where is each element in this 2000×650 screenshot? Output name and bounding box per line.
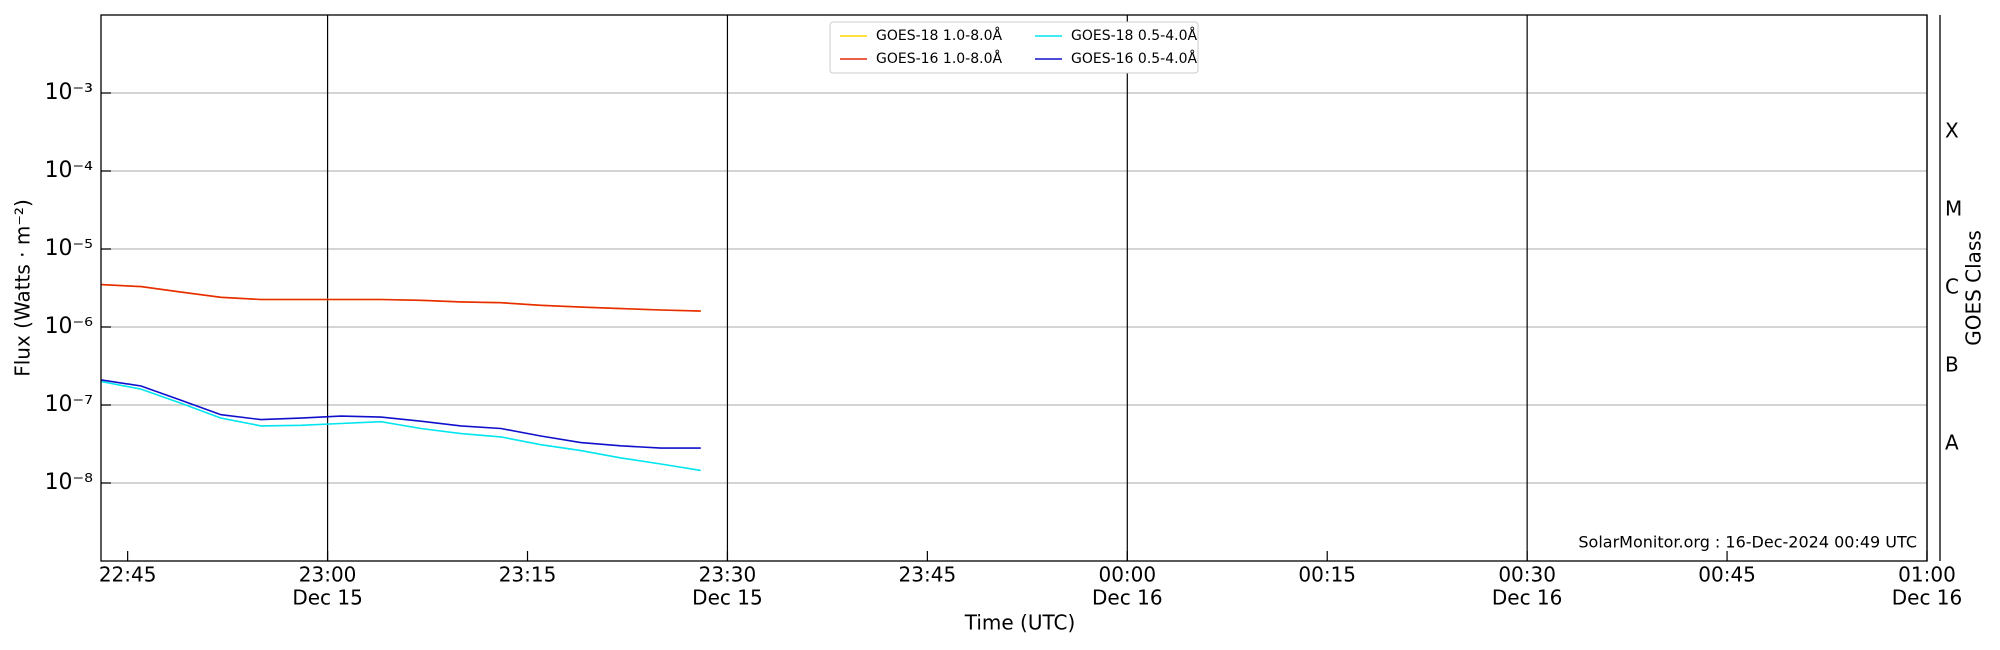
legend-box [829,21,1199,74]
legend: GOES-18 1.0-8.0Å GOES-16 1.0-8.0Å GOES-18 … [829,21,1199,74]
y-tick-label: 10⁻⁸ [45,470,94,495]
y2-axis-label: GOES Class [1962,230,1986,346]
y2-tick-label: B [1945,353,1959,377]
x-tick-date: Dec 16 [1892,586,1963,610]
x-tick-label: 01:00 [1898,563,1956,587]
annotation: SolarMonitor.org : 16-Dec-2024 00:49 UTC [1578,533,1917,552]
x-tick-date: Dec 16 [1492,586,1563,610]
y2-tick-label: A [1945,431,1959,455]
x-tick-label: 00:45 [1698,563,1756,587]
x-axis-label: Time (UTC) [964,611,1076,635]
x-tick-label: 00:00 [1098,563,1156,587]
y2-tick-label: M [1945,197,1962,221]
y-tick-label: 10⁻⁷ [45,392,93,417]
series-line [100,283,701,312]
x-tick-label: 23:30 [699,563,757,587]
y-tick-label: 10⁻⁴ [45,158,94,183]
x-tick-label: 22:45 [99,563,157,587]
x-tick-date: Dec 15 [292,586,363,610]
x-tick-label: 00:30 [1498,563,1556,587]
x-tick-date: Dec 15 [692,586,763,610]
legend-label: GOES-18 0.5-4.0Å [1071,27,1197,44]
y2-tick-label: C [1945,275,1959,299]
x-tick-label: 23:45 [899,563,957,587]
y-tick-label: 10⁻⁵ [45,236,93,261]
y2-tick-label: X [1945,119,1959,143]
y-tick-label: 10⁻³ [45,80,93,105]
x-tick-label: 23:15 [499,563,557,587]
x-tick-label: 23:00 [299,563,357,587]
x-tick-label: 00:15 [1298,563,1356,587]
y-tick-label: 10⁻⁶ [45,314,94,339]
legend-label: GOES-18 1.0-8.0Å [876,27,1002,44]
y-axis-label: Flux (Watts · m⁻²) [11,199,35,377]
legend-label: GOES-16 1.0-8.0Å [876,50,1002,67]
plot-frame [100,14,1928,562]
legend-label: GOES-16 0.5-4.0Å [1071,50,1197,67]
series-line [100,380,701,472]
x-tick-date: Dec 16 [1092,586,1163,610]
series-line [100,379,701,449]
